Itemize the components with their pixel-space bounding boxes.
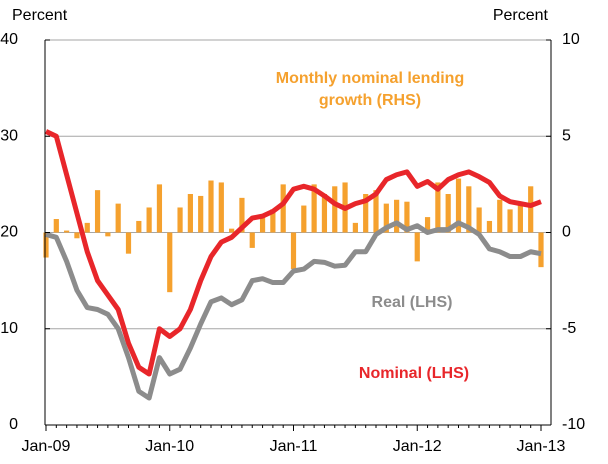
bar [466, 186, 472, 233]
y2-tick-label: 0 [562, 224, 571, 241]
bar [125, 232, 132, 254]
bar [198, 195, 204, 233]
bar [136, 220, 142, 233]
bar [424, 217, 431, 233]
bar [301, 205, 307, 233]
bar [105, 232, 111, 237]
legend-label: Real (LHS) [372, 294, 453, 311]
y-tick-label: 10 [0, 320, 18, 337]
bar [373, 190, 379, 233]
bar [229, 228, 235, 233]
x-tick-label: Jan-09 [22, 438, 71, 455]
y2-tick-label: 10 [562, 31, 580, 48]
bar [476, 207, 482, 233]
y-axis-label: Percent [12, 7, 68, 24]
x-tick-label: Jan-13 [517, 438, 566, 455]
bar [146, 207, 152, 233]
legend-label: Monthly nominal lending growth (RHS) [275, 70, 465, 109]
bar [455, 178, 462, 233]
line [45, 220, 542, 401]
y2-axis-label: Percent [493, 7, 549, 24]
bar [497, 199, 503, 233]
bar [352, 222, 358, 233]
bar [259, 217, 266, 233]
bar [94, 190, 101, 233]
bar [239, 197, 245, 233]
bar [53, 219, 59, 233]
bar [43, 232, 49, 258]
y-tick-label: 30 [0, 127, 18, 144]
bar [218, 182, 224, 233]
y-tick-label: 0 [9, 416, 18, 433]
bar [280, 184, 286, 233]
bar [156, 184, 163, 233]
x-tick-label: Jan-11 [270, 438, 318, 455]
bar [177, 207, 183, 233]
bar [394, 199, 400, 233]
bar [528, 186, 534, 233]
bar [270, 209, 276, 233]
y2-tick-label: -10 [562, 416, 585, 433]
y2-tick-label: 5 [562, 127, 571, 144]
bar [445, 194, 451, 233]
bar [167, 232, 173, 293]
y-tick-label: 20 [0, 224, 18, 241]
bar [538, 232, 544, 268]
bar [486, 220, 493, 233]
y2-tick-label: -5 [562, 320, 576, 337]
bar [414, 232, 420, 262]
bar [64, 230, 70, 233]
bar [208, 180, 214, 233]
x-tick-label: Jan-12 [393, 438, 442, 455]
bar [74, 232, 80, 239]
bar [84, 222, 90, 233]
bar [404, 201, 410, 233]
bar [383, 203, 389, 233]
bar [321, 194, 328, 233]
legend-label: Nominal (LHS) [359, 365, 469, 382]
bar [311, 184, 317, 233]
bar [249, 232, 255, 248]
legend-text: Monthly nominal lending growth (RHS) [275, 70, 465, 109]
y-tick-label: 40 [0, 31, 18, 48]
x-tick-label: Jan-10 [145, 438, 194, 455]
bar [115, 203, 121, 233]
line [44, 129, 542, 377]
bar [290, 232, 297, 270]
bar [507, 209, 513, 233]
bar [187, 194, 193, 233]
bar [435, 182, 441, 233]
bar [517, 201, 523, 233]
bar [363, 194, 369, 233]
bar [332, 186, 338, 233]
